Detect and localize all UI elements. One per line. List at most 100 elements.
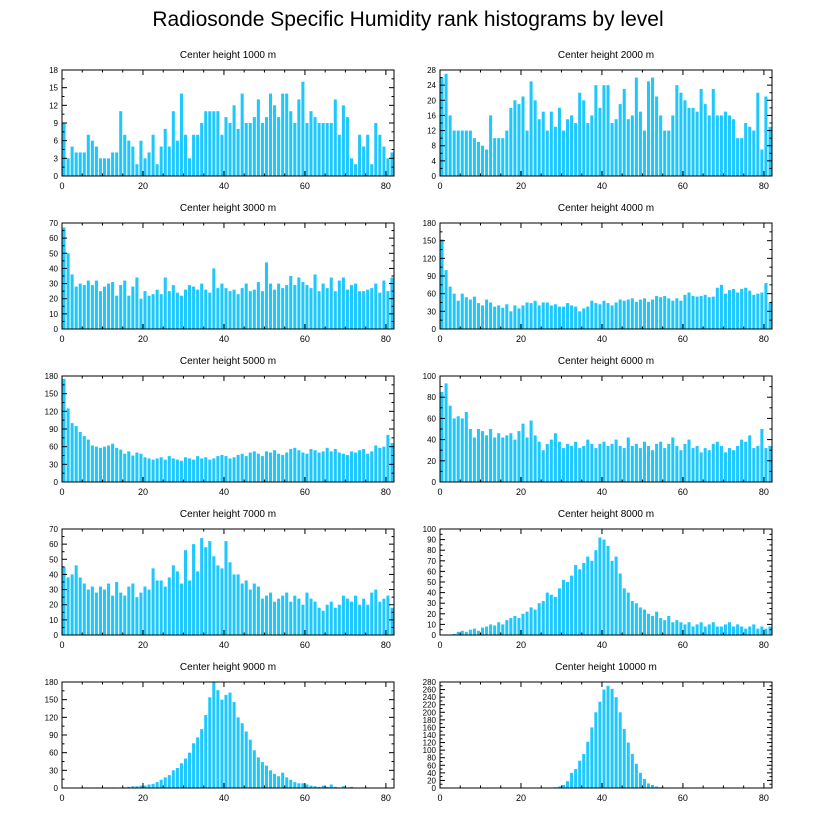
bar [236, 574, 240, 635]
bar [268, 283, 273, 329]
bar [345, 289, 349, 329]
x-tick-label: 20 [138, 181, 148, 191]
bar [232, 574, 236, 635]
bar [159, 146, 163, 176]
bar [90, 445, 94, 482]
bar [493, 138, 497, 176]
bar [618, 104, 622, 176]
bar [305, 784, 309, 788]
bar [358, 450, 362, 482]
y-tick-label: 120 [45, 407, 59, 416]
y-tick-label: 60 [427, 567, 436, 576]
bar [151, 294, 155, 329]
bar [537, 441, 541, 482]
bar [711, 443, 715, 482]
y-tick-label: 30 [427, 307, 436, 316]
x-tick-label: 0 [437, 793, 442, 803]
bar [590, 300, 594, 329]
x-tick-label: 80 [759, 640, 769, 650]
bar [260, 762, 264, 788]
bar [561, 448, 566, 482]
panel-title: Center height 6000 m [558, 356, 654, 367]
x-tick-label: 80 [759, 181, 769, 191]
bar [285, 592, 289, 635]
bar [200, 123, 204, 176]
bar [744, 441, 748, 482]
bar [107, 158, 111, 176]
bar [719, 445, 723, 482]
bar [529, 303, 533, 329]
bar [582, 308, 586, 329]
bar [646, 81, 651, 176]
bar [208, 697, 212, 788]
bar [485, 299, 489, 329]
bar [707, 297, 711, 329]
panel-title: Center height 1000 m [180, 50, 276, 61]
bar [127, 451, 131, 482]
y-tick-label: 200 [423, 708, 437, 717]
y-tick-label: 0 [54, 784, 59, 793]
bar [256, 586, 260, 635]
bar [86, 280, 90, 329]
y-tick-label: 0 [54, 478, 59, 487]
bar [309, 785, 313, 788]
chart-panel-3: Center height 4000 m 0 20 40 60 80 0 30 60 90 120 1… [423, 203, 773, 344]
bar [321, 123, 325, 176]
bar [655, 296, 659, 329]
x-tick-label: 0 [59, 334, 64, 344]
bar [557, 786, 561, 788]
bar [642, 298, 646, 329]
bar [501, 624, 505, 635]
bar [188, 285, 192, 329]
bar [489, 624, 493, 635]
bar [378, 292, 382, 329]
bar [256, 453, 260, 482]
x-tick-label: 80 [381, 640, 391, 650]
bar [349, 158, 354, 176]
x-tick-label: 0 [59, 793, 64, 803]
bar [707, 115, 711, 176]
bar [325, 447, 329, 482]
bar [362, 291, 366, 329]
bar [179, 93, 183, 176]
bar [671, 437, 675, 482]
bar [727, 115, 732, 176]
bar [634, 301, 638, 329]
y-tick-label: 50 [427, 578, 436, 587]
bar [370, 164, 374, 176]
bar [240, 583, 244, 635]
bar [337, 280, 341, 329]
y-tick-label: 150 [423, 237, 437, 246]
bar [220, 283, 224, 329]
bar [476, 303, 480, 329]
bar [70, 574, 74, 635]
bar [590, 115, 594, 176]
bar [485, 626, 489, 635]
bar [192, 286, 196, 329]
bar [618, 712, 622, 788]
bar [687, 292, 691, 329]
bar [566, 443, 570, 482]
x-tick-label: 40 [219, 334, 229, 344]
bar [440, 391, 444, 482]
bar [236, 294, 240, 329]
bar [448, 405, 452, 482]
bar [679, 450, 683, 482]
bar [386, 595, 390, 635]
bar [541, 450, 545, 482]
panel-title: Center height 2000 m [558, 50, 654, 61]
bar [155, 164, 159, 176]
bar [305, 285, 309, 329]
bar [111, 282, 115, 329]
bar [285, 452, 289, 482]
bar [493, 437, 497, 482]
x-tick-label: 0 [437, 487, 442, 497]
bar [341, 595, 345, 635]
bar [220, 134, 224, 176]
bar [224, 456, 228, 482]
bar [505, 435, 509, 482]
bar [687, 439, 691, 482]
bar [537, 603, 541, 635]
bar [472, 437, 476, 482]
bar [671, 622, 675, 635]
